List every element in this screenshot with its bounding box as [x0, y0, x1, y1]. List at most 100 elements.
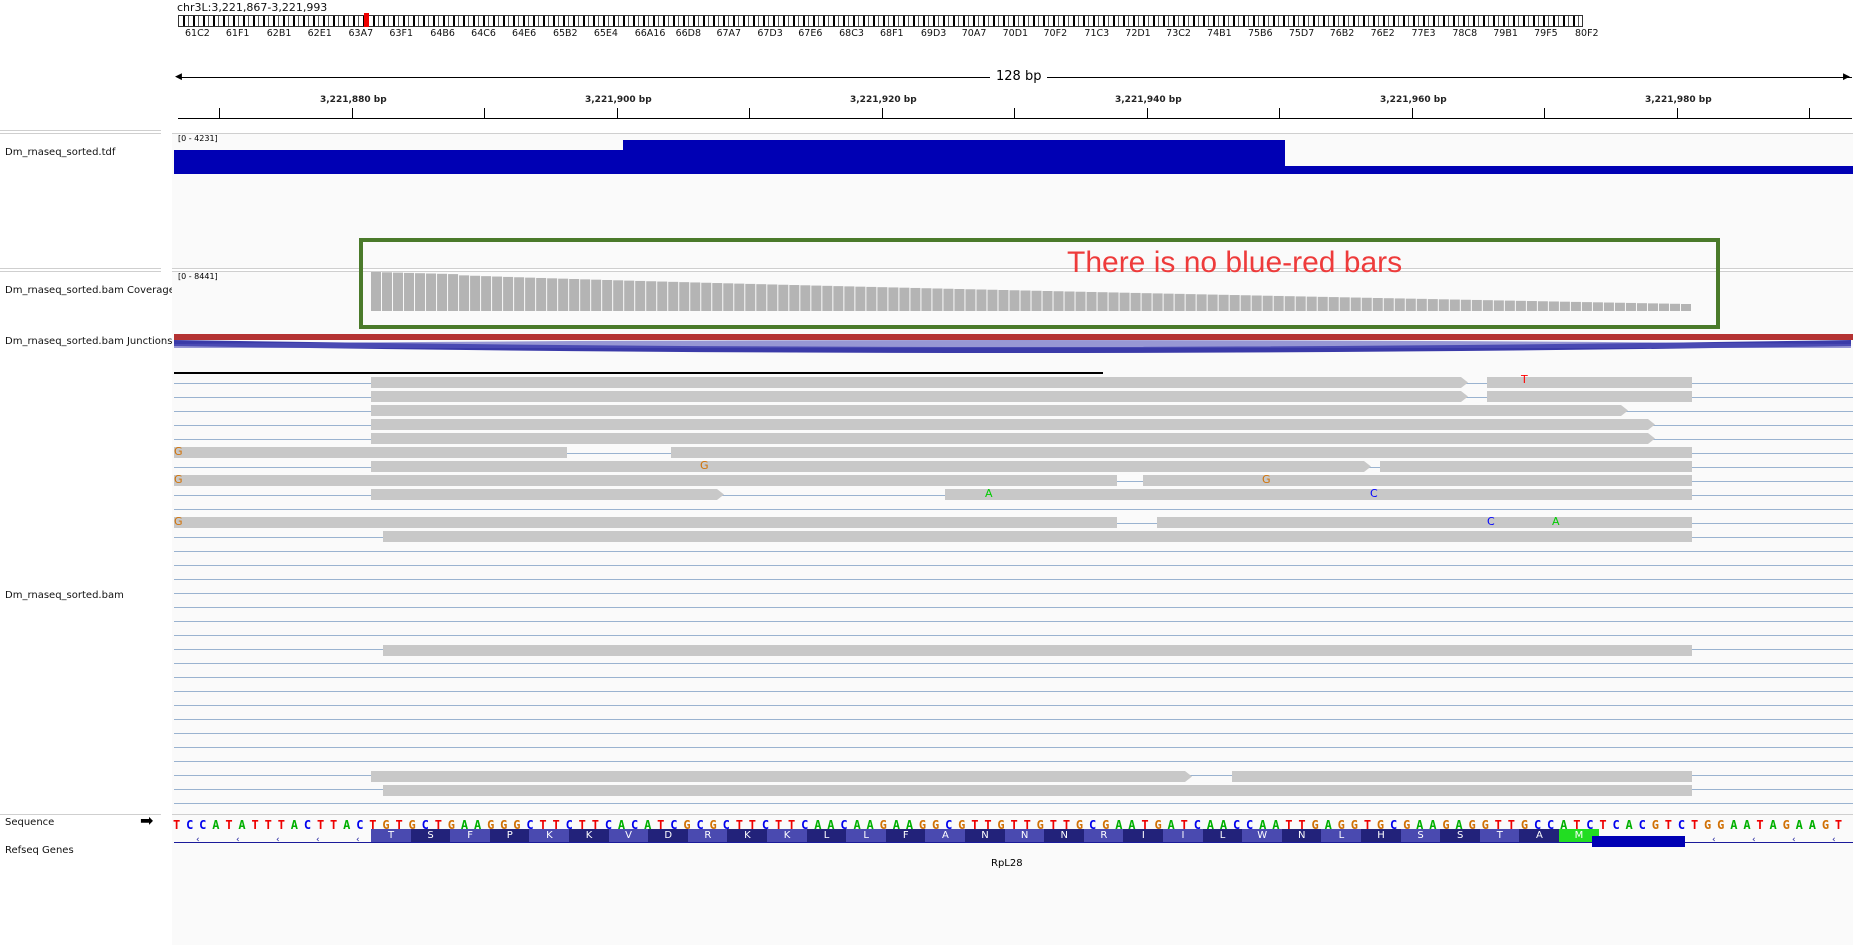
cytoband-label[interactable]: 67A7: [716, 28, 742, 39]
reference-base: A: [1625, 818, 1633, 832]
read-alignment[interactable]: [1157, 517, 1692, 528]
read-alignment[interactable]: [1380, 461, 1692, 472]
cytoband-label[interactable]: 68F1: [880, 28, 904, 39]
cytoband-label[interactable]: 68C3: [839, 28, 864, 39]
alignment-track-name[interactable]: Dm_rnaseq_sorted.bam: [5, 590, 124, 601]
read-alignment[interactable]: [945, 489, 1692, 500]
reference-base: G: [1651, 818, 1659, 832]
cytoband-label[interactable]: 74B1: [1207, 28, 1232, 39]
cytoband-label[interactable]: 76E2: [1370, 28, 1395, 39]
read-alignment[interactable]: [371, 489, 724, 500]
mismatch-base: G: [174, 515, 183, 528]
sequence-track-name[interactable]: Sequence: [5, 817, 55, 828]
coverage-track-name[interactable]: Dm_rnaseq_sorted.bam Coverage: [5, 285, 175, 296]
reference-base: G: [487, 818, 495, 832]
coverage-bar: [1075, 291, 1086, 311]
ruler-tick-label: 3,221,980 bp: [1645, 95, 1712, 105]
ruler-tick-minor: [749, 108, 750, 118]
coverage-bar: [767, 284, 778, 311]
read-alignment[interactable]: [383, 531, 1692, 542]
read-alignment[interactable]: [1487, 391, 1692, 402]
cytoband-label[interactable]: 75B6: [1247, 28, 1273, 39]
read-alignment[interactable]: [1487, 377, 1692, 388]
cytoband-label[interactable]: 70F2: [1043, 28, 1068, 39]
row-line: [174, 509, 1853, 510]
cytoband-label[interactable]: 69D3: [920, 28, 947, 39]
coverage-bar: [547, 278, 558, 311]
reference-base: A: [1219, 818, 1228, 832]
cytoband-label[interactable]: 76B2: [1329, 28, 1355, 39]
coverage-bar: [1603, 302, 1614, 311]
read-alignment[interactable]: [371, 391, 1468, 402]
cytoband-label[interactable]: 64C6: [471, 28, 496, 39]
read-alignment[interactable]: [371, 419, 1655, 430]
cytoband-label[interactable]: 78C8: [1452, 28, 1478, 39]
read-alignment[interactable]: [371, 461, 1371, 472]
coverage-bar: [613, 280, 624, 311]
read-alignment[interactable]: [1232, 771, 1692, 782]
coverage-bar: [1526, 301, 1537, 311]
read-alignment[interactable]: [1143, 475, 1692, 486]
cytoband-label[interactable]: 67D3: [757, 28, 783, 39]
read-alignment[interactable]: [371, 405, 1628, 416]
coverage-bar: [1097, 292, 1108, 311]
reference-base: C: [1389, 818, 1398, 832]
cytoband-label[interactable]: 66A16: [634, 28, 666, 39]
cytoband-label[interactable]: 63A7: [348, 28, 374, 39]
coverage-bar: [1152, 293, 1163, 311]
tdf-track-name[interactable]: Dm_rnaseq_sorted.tdf: [5, 147, 116, 158]
coverage-bar: [833, 286, 844, 311]
cytoband-label[interactable]: 72D1: [1125, 28, 1151, 39]
cytoband-label[interactable]: 61F1: [225, 28, 250, 39]
cytoband-label[interactable]: 77E3: [1411, 28, 1436, 39]
read-alignment[interactable]: [383, 645, 1692, 656]
cytoband-label[interactable]: 70A7: [961, 28, 987, 39]
reference-base: A: [1808, 818, 1816, 832]
cytoband-label[interactable]: 64E6: [512, 28, 537, 39]
tdf-name-panel[interactable]: [0, 133, 161, 269]
ruler-tick-label: 3,221,880 bp: [320, 95, 387, 105]
cytoband-label[interactable]: 65B2: [552, 28, 578, 39]
read-alignment[interactable]: [371, 377, 1468, 388]
cytoband-label[interactable]: 70D1: [1002, 28, 1029, 39]
reference-base: G: [918, 818, 927, 832]
cytoband-label[interactable]: 75D7: [1288, 28, 1315, 39]
cytoband-label[interactable]: 71C3: [1084, 28, 1110, 39]
cytoband-label[interactable]: 65E4: [593, 28, 618, 39]
amino-acid: I: [1163, 829, 1203, 842]
cytoband-label[interactable]: 62E1: [307, 28, 332, 39]
cytoband-label[interactable]: 73C2: [1166, 28, 1191, 39]
read-alignment[interactable]: [383, 785, 1692, 796]
cytoband-label[interactable]: 79F5: [1534, 28, 1558, 39]
junction-track-name[interactable]: Dm_rnaseq_sorted.bam Junctions: [5, 336, 173, 347]
read-alignment[interactable]: [371, 771, 1192, 782]
cytoband-ideogram[interactable]: [178, 15, 1583, 27]
strand-arrow-icon[interactable]: ➡: [140, 811, 154, 830]
read-alignment[interactable]: [671, 447, 1692, 458]
read-alignment[interactable]: [371, 433, 1655, 444]
gene-name[interactable]: RpL28: [991, 858, 1023, 869]
cytoband-label[interactable]: 61C2: [185, 28, 210, 39]
cytoband-label[interactable]: 67E6: [798, 28, 823, 39]
coverage-bar: [1262, 295, 1273, 311]
cytoband-label[interactable]: 64B6: [430, 28, 455, 39]
refseq-track-name[interactable]: Refseq Genes: [5, 845, 74, 856]
coverage-bar: [580, 279, 591, 311]
junction-track[interactable]: [172, 330, 1853, 360]
read-alignment[interactable]: [174, 517, 1117, 528]
reference-base: C: [696, 818, 704, 832]
reference-base: C: [1638, 818, 1646, 832]
cytoband-label[interactable]: 62B1: [266, 28, 292, 39]
reference-base: A: [1259, 818, 1267, 832]
reference-base: T: [1049, 818, 1057, 832]
read-alignment[interactable]: [174, 447, 567, 458]
cytoband-label[interactable]: 79B1: [1493, 28, 1518, 39]
read-alignment[interactable]: [174, 475, 1117, 486]
reference-base: G: [513, 818, 521, 832]
reference-base: T: [1141, 818, 1149, 832]
cytoband-label[interactable]: 80F2: [1575, 28, 1599, 39]
cytoband-label[interactable]: 66D8: [675, 28, 702, 39]
reference-base: C: [1193, 818, 1201, 832]
cytoband-label[interactable]: 63F1: [389, 28, 414, 39]
